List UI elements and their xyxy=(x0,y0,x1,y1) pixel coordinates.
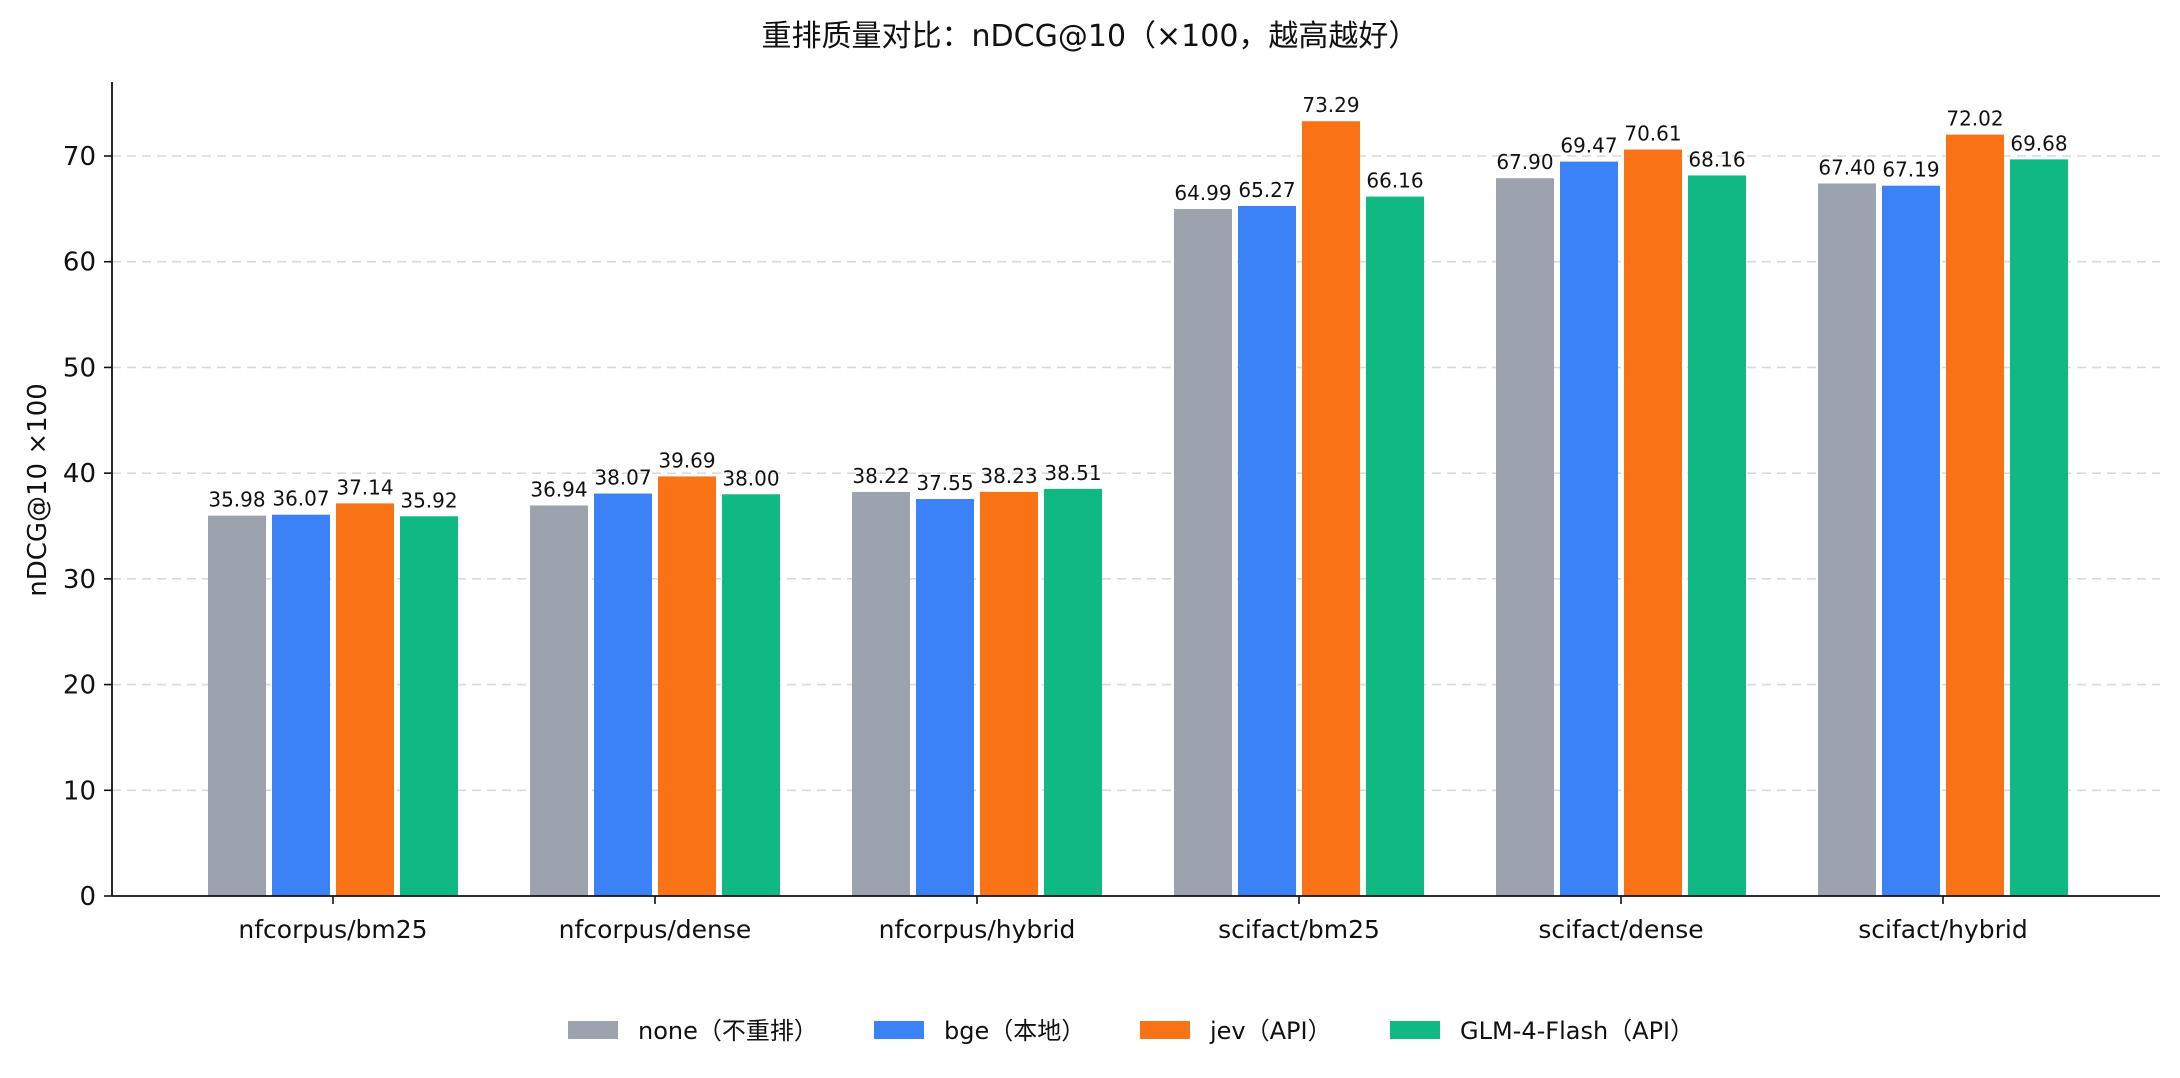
bar xyxy=(1624,149,1682,897)
bar xyxy=(594,493,652,896)
bar xyxy=(1174,208,1232,896)
axes-layer: 0 10 20 30 40 50 60 70 nfcorpus/bm25 35.98 36.07 37… xyxy=(63,82,2160,944)
legend-item-label: jev（API） xyxy=(1209,1017,1332,1045)
x-tick-label: nfcorpus/dense xyxy=(559,915,752,944)
data-label: 64.99 xyxy=(1174,181,1231,205)
bar xyxy=(2010,159,2068,896)
chart-title: 重排质量对比：nDCG@10（×100，越高越好） xyxy=(762,19,1419,54)
data-label: 38.07 xyxy=(594,466,651,490)
x-tick-label: scifact/bm25 xyxy=(1218,915,1380,944)
bar xyxy=(852,491,910,896)
data-label: 66.16 xyxy=(1366,169,1423,193)
x-tick-label: nfcorpus/hybrid xyxy=(879,915,1076,944)
legend-item-label: bge（本地） xyxy=(944,1017,1085,1045)
data-label: 35.92 xyxy=(400,488,457,512)
legend-swatch xyxy=(568,1021,618,1039)
bar xyxy=(336,503,394,896)
x-tick-label: scifact/dense xyxy=(1538,915,1703,944)
bar xyxy=(1238,206,1296,896)
legend-swatch xyxy=(1390,1021,1440,1039)
data-label: 36.94 xyxy=(530,477,587,501)
bars-layer xyxy=(208,121,2068,897)
legend: none（不重排） bge（本地） jev（API） GLM-4-Flash（API） xyxy=(568,1017,1694,1045)
data-label: 38.51 xyxy=(1044,461,1101,485)
legend-item-label: none（不重排） xyxy=(638,1017,818,1045)
data-label: 68.16 xyxy=(1688,147,1745,171)
y-tick-label: 70 xyxy=(63,142,96,172)
data-label: 39.69 xyxy=(658,448,715,472)
bar xyxy=(658,476,716,896)
x-tick-label: scifact/hybrid xyxy=(1858,915,2027,944)
bar xyxy=(1818,183,1876,896)
legend-item-label: GLM-4-Flash（API） xyxy=(1460,1017,1694,1045)
bar xyxy=(1882,185,1940,897)
data-label: 67.90 xyxy=(1496,150,1553,174)
y-tick-label: 40 xyxy=(63,459,96,489)
legend-swatch xyxy=(874,1021,924,1039)
bar xyxy=(1366,196,1424,896)
data-label: 70.61 xyxy=(1624,122,1681,146)
y-tick-label: 30 xyxy=(63,565,96,595)
data-label: 67.19 xyxy=(1882,158,1939,182)
y-tick-label: 60 xyxy=(63,248,96,278)
bar xyxy=(1946,134,2004,896)
bar xyxy=(272,514,330,896)
bar xyxy=(1302,121,1360,897)
x-tick-label: nfcorpus/bm25 xyxy=(238,915,427,944)
data-label: 72.02 xyxy=(1946,107,2003,131)
bar xyxy=(1560,161,1618,897)
data-label: 73.29 xyxy=(1302,93,1359,117)
bar xyxy=(208,515,266,896)
bar xyxy=(722,494,780,896)
y-axis-label: nDCG@10 ×100 xyxy=(23,383,53,597)
grid-layer xyxy=(112,155,2160,792)
bar xyxy=(530,505,588,896)
bar xyxy=(1688,175,1746,897)
bar xyxy=(400,516,458,896)
data-label: 69.68 xyxy=(2010,131,2067,155)
bar xyxy=(1496,178,1554,896)
y-tick-label: 10 xyxy=(63,776,96,806)
bar xyxy=(980,491,1038,896)
data-label: 37.14 xyxy=(336,475,393,499)
y-tick-label: 0 xyxy=(79,882,96,912)
bar xyxy=(916,499,974,896)
data-label: 38.23 xyxy=(980,464,1037,488)
data-label: 65.27 xyxy=(1238,178,1295,202)
data-label: 69.47 xyxy=(1560,134,1617,158)
legend-swatch xyxy=(1140,1021,1190,1039)
data-label: 36.07 xyxy=(272,487,329,511)
y-tick-label: 20 xyxy=(63,671,96,701)
data-label: 67.40 xyxy=(1818,155,1875,179)
data-label: 38.00 xyxy=(722,466,779,490)
data-label: 37.55 xyxy=(916,471,973,495)
data-label: 38.22 xyxy=(852,464,909,488)
data-label: 35.98 xyxy=(208,488,265,512)
bar xyxy=(1044,488,1102,896)
y-tick-label: 50 xyxy=(63,353,96,383)
